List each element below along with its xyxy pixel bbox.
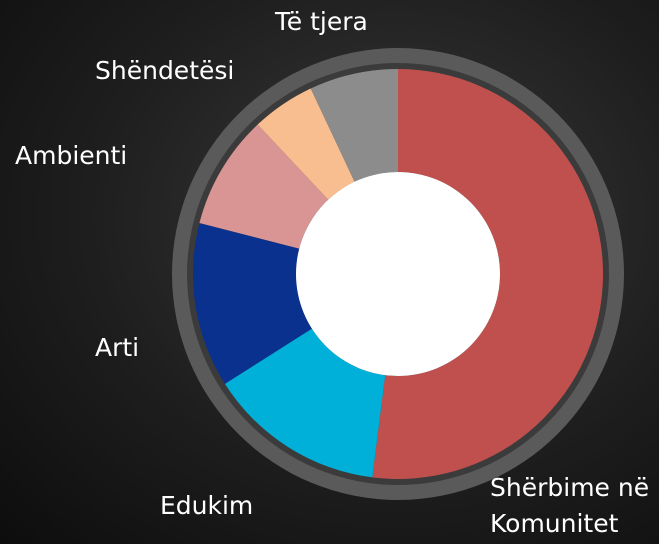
slice xyxy=(199,124,329,249)
slice-label: Ambienti xyxy=(15,141,128,170)
slice xyxy=(372,69,603,479)
hole xyxy=(296,172,500,376)
slice-label: Shërbime në Komunitet xyxy=(490,473,650,538)
slice xyxy=(310,69,398,182)
slice-label: Edukim xyxy=(160,491,254,520)
slice-label: Të tjera xyxy=(275,7,368,36)
slice xyxy=(257,88,355,200)
slice-label: Shëndetësi xyxy=(95,56,235,85)
slice xyxy=(224,328,386,478)
slice-label: Arti xyxy=(95,333,140,362)
slice xyxy=(193,223,312,384)
